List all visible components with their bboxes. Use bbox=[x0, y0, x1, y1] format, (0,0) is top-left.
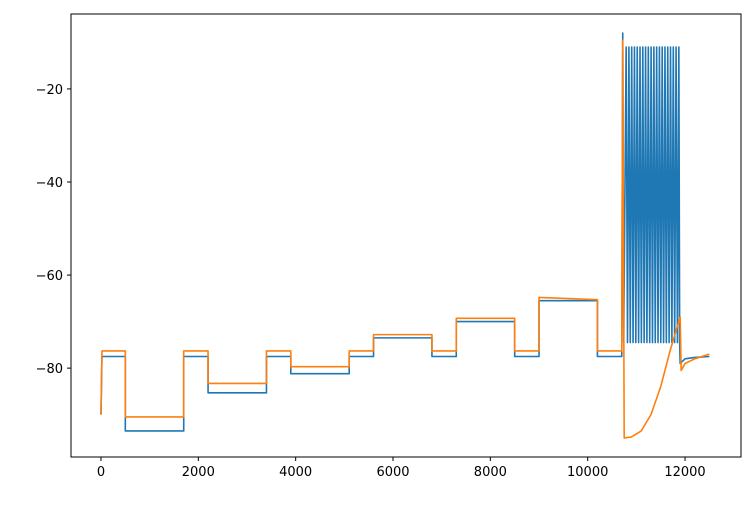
x-tick-label: 2000 bbox=[182, 465, 215, 480]
series-line bbox=[100, 32, 710, 432]
y-tick-label: −40 bbox=[36, 176, 63, 191]
x-tick-label: 4000 bbox=[279, 465, 312, 480]
x-tick-label: 10000 bbox=[567, 465, 608, 480]
plot-frame bbox=[70, 13, 742, 458]
x-tick-label: 8000 bbox=[474, 465, 507, 480]
y-tick-label: −60 bbox=[36, 269, 63, 284]
y-tick-label: −80 bbox=[36, 362, 63, 377]
series-line bbox=[100, 39, 710, 439]
x-tick-label: 12000 bbox=[664, 465, 705, 480]
x-tick-label: 0 bbox=[97, 465, 105, 480]
y-tick-label: −20 bbox=[36, 83, 63, 98]
x-tick-label: 6000 bbox=[376, 465, 409, 480]
